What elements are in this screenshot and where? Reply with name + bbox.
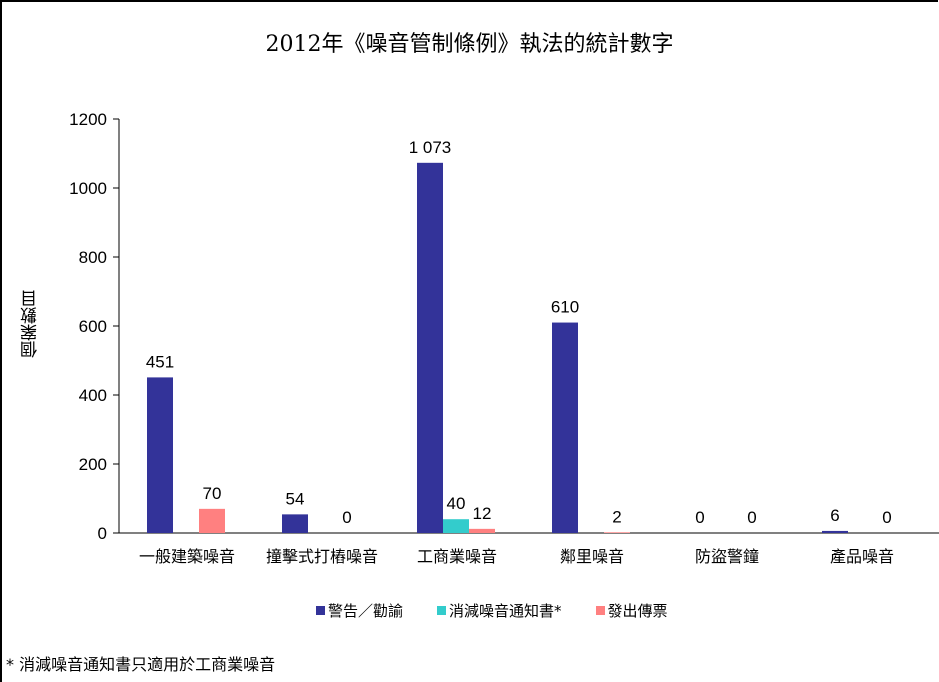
legend-item-warnings: 警告／勸諭 <box>316 600 403 621</box>
data-label: 70 <box>203 484 222 503</box>
legend-item-summons: 發出傳票 <box>595 600 668 621</box>
data-label: 0 <box>747 508 756 527</box>
legend-label-abatement-notices: 消減噪音通知書* <box>449 602 562 620</box>
bar <box>469 528 495 533</box>
bar <box>417 162 443 533</box>
legend-swatch-warnings <box>316 606 325 615</box>
bar <box>443 519 469 533</box>
category-label: 產品噪音 <box>830 547 894 566</box>
data-label: 12 <box>473 504 492 523</box>
footnote: * 消減噪音通知書只適用於工商業噪音 <box>6 655 276 674</box>
data-label: 40 <box>447 494 466 513</box>
bar <box>199 508 225 533</box>
bar <box>282 514 308 533</box>
legend: 警告／勸諭 消減噪音通知書* 發出傳票 <box>316 600 702 621</box>
data-label: 0 <box>882 508 891 527</box>
data-label: 0 <box>342 508 351 527</box>
data-label: 54 <box>286 489 305 508</box>
category-label: 一般建築噪音 <box>139 547 235 566</box>
legend-swatch-summons <box>595 606 605 615</box>
y-tick-label: 200 <box>79 455 107 474</box>
y-tick-label: 600 <box>79 317 107 336</box>
category-label: 撞擊式打樁噪音 <box>266 547 378 566</box>
chart-title: 2012年《噪音管制條例》執法的統計數字 <box>265 32 674 57</box>
category-label: 鄰里噪音 <box>560 547 624 566</box>
category-label: 防盜警鐘 <box>695 547 759 566</box>
data-label: 610 <box>551 298 579 317</box>
y-tick-label: 800 <box>79 248 107 267</box>
bar <box>822 530 848 533</box>
legend-label-summons: 發出傳票 <box>607 602 668 620</box>
category-label: 工商業噪音 <box>417 547 497 566</box>
bar <box>552 322 578 533</box>
y-tick-label: 1200 <box>69 110 107 129</box>
bar <box>147 377 173 533</box>
data-label: 451 <box>146 352 174 371</box>
legend-label-warnings: 警告／勸諭 <box>328 602 404 620</box>
legend-swatch-abatement-notices <box>437 606 447 615</box>
data-label: 1 073 <box>409 138 452 157</box>
y-tick-label: 0 <box>98 524 107 543</box>
data-label: 2 <box>612 507 621 526</box>
data-label: 0 <box>695 508 704 527</box>
bar <box>604 532 630 533</box>
legend-item-abatement-notices: 消減噪音通知書* <box>437 600 562 621</box>
data-label: 6 <box>830 506 839 525</box>
y-tick-label: 400 <box>79 386 107 405</box>
y-tick-label: 1000 <box>69 179 107 198</box>
